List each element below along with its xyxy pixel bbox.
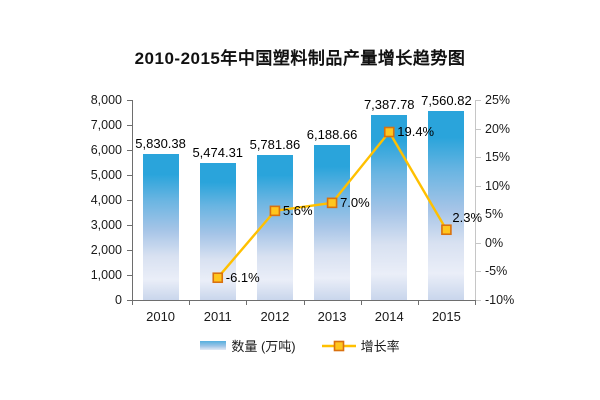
left-axis-tick <box>127 175 132 176</box>
left-axis-tick-label: 3,000 <box>90 218 122 232</box>
bar-quantity <box>314 145 351 300</box>
x-axis-category-label: 2012 <box>260 309 290 324</box>
x-axis-line <box>132 300 476 301</box>
right-axis-tick-label: 15% <box>485 150 511 165</box>
bar-value-label: 5,781.86 <box>249 137 301 153</box>
legend-item-growth: 增长率 <box>321 336 400 355</box>
right-axis-tick <box>476 242 481 244</box>
line-series-swatch-icon <box>321 340 356 352</box>
left-axis-line <box>132 100 133 300</box>
chart-title: 2010-2015年中国塑料制品产量增长趋势图 <box>134 49 466 68</box>
bar-value-label: 7,387.78 <box>363 97 415 113</box>
left-axis-tick-label: 8,000 <box>90 93 122 107</box>
left-axis-tick <box>127 225 132 226</box>
growth-point-marker <box>269 205 281 217</box>
right-axis-tick <box>476 214 481 216</box>
x-axis-category-label: 2011 <box>203 309 232 324</box>
x-axis-tick <box>246 301 248 305</box>
bar-quantity <box>142 154 179 300</box>
legend: 数量 (万吨) 增长率 <box>0 336 600 355</box>
bar-value-label: 5,474.31 <box>192 145 244 161</box>
right-axis-tick-label: -5% <box>485 264 508 279</box>
bar-quantity <box>428 110 465 300</box>
right-axis-tick-label: 25% <box>485 93 511 107</box>
right-axis-tick-label: 0% <box>485 235 504 250</box>
right-axis-tick <box>476 271 481 273</box>
left-axis-tick-label: 4,000 <box>90 193 122 207</box>
legend-item-quantity: 数量 (万吨) <box>200 336 296 355</box>
growth-point-label: 19.4% <box>397 124 435 139</box>
x-axis-tick <box>417 301 419 305</box>
legend-label-growth: 增长率 <box>360 339 400 354</box>
x-axis-tick <box>475 301 476 305</box>
right-axis-tick <box>476 100 481 101</box>
bar-value-label: 6,188.66 <box>306 127 358 143</box>
left-axis-tick-label: 5,000 <box>90 168 122 182</box>
left-axis-tick <box>127 200 132 201</box>
x-axis-tick <box>360 301 362 305</box>
legend-label-quantity: 数量 (万吨) <box>231 339 296 354</box>
bar-series-swatch-icon <box>200 341 227 350</box>
right-axis-tick-label: 20% <box>485 121 511 136</box>
left-axis-tick <box>127 150 132 151</box>
left-axis-tick <box>127 275 132 276</box>
right-axis-tick-label: 5% <box>485 207 504 222</box>
left-axis-tick <box>127 100 132 101</box>
bar-value-label: 5,830.38 <box>135 136 186 152</box>
growth-point-label: 2.3% <box>452 209 483 225</box>
growth-point-marker <box>326 197 338 209</box>
growth-point-marker <box>441 224 452 236</box>
growth-point-marker <box>212 272 224 284</box>
left-axis-tick <box>127 125 132 126</box>
x-axis-category-label: 2015 <box>431 309 461 324</box>
bar-value-label: 7,560.82 <box>421 92 472 108</box>
x-axis-category-label: 2010 <box>146 309 176 324</box>
right-axis-tick-label: -10% <box>485 293 515 307</box>
growth-point-marker <box>383 126 395 138</box>
x-axis-tick <box>132 301 133 305</box>
right-axis-tick-label: 10% <box>485 178 511 193</box>
right-axis-tick <box>476 157 481 159</box>
right-axis-tick <box>476 185 481 187</box>
right-axis-line <box>475 100 476 300</box>
x-axis-tick <box>189 301 191 305</box>
x-axis-category-label: 2014 <box>374 309 404 324</box>
x-axis-category-label: 2013 <box>317 309 347 324</box>
growth-point-label: 5.6% <box>282 202 313 218</box>
right-axis-tick <box>476 128 481 130</box>
left-axis-tick-label: 1,000 <box>90 268 122 282</box>
left-axis-tick <box>127 250 132 251</box>
right-axis-tick <box>476 300 481 301</box>
left-axis-tick-label: 6,000 <box>90 143 122 157</box>
left-axis-tick-label: 2,000 <box>90 243 122 257</box>
left-axis-tick-label: 0 <box>115 293 122 307</box>
bar-quantity <box>256 155 293 300</box>
left-axis-tick <box>127 300 132 301</box>
growth-point-label: 7.0% <box>340 194 370 210</box>
left-axis-tick-label: 7,000 <box>90 118 122 132</box>
x-axis-tick <box>303 301 305 305</box>
growth-point-label: -6.1% <box>225 269 260 285</box>
